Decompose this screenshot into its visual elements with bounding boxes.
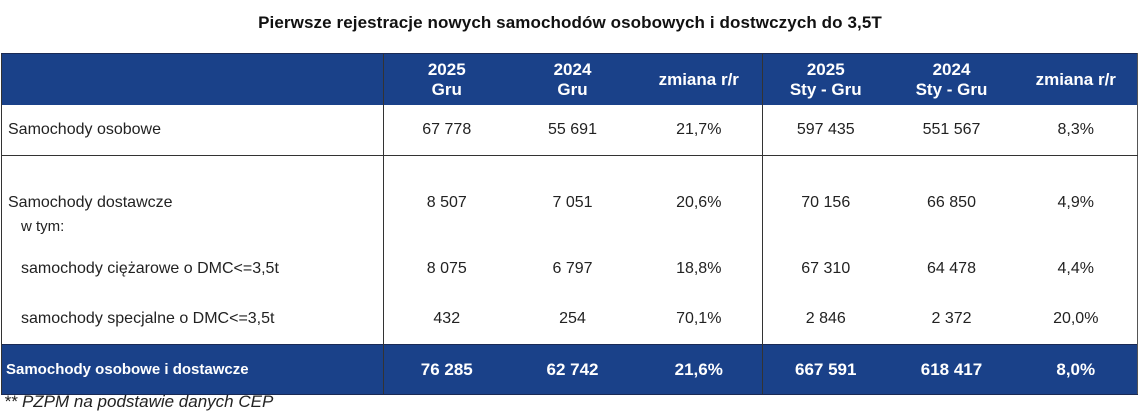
header-period: Gru	[431, 79, 462, 99]
header-col-2025-ytd: 2025 Sty - Gru	[762, 53, 889, 105]
header-col-2025-gru: 2025 Gru	[383, 53, 510, 105]
total-change-ytd: 8,0%	[1014, 344, 1138, 395]
cell-2024-ytd: 551 567	[888, 105, 1015, 156]
table-row-trucks: samochody ciężarowe o DMC<=3,5t 8 075 6 …	[1, 244, 1138, 294]
cell-2024-gru: 55 691	[509, 105, 636, 156]
header-row: 2025 Gru 2024 Gru zmiana r/r 2025 Sty - …	[1, 53, 1138, 105]
total-label: Samochody osobowe i dostawcze	[1, 344, 384, 395]
cell-2024-gru: 254	[509, 294, 636, 345]
cell-2025-gru: 8 507	[383, 155, 510, 218]
source-footnote: ** PZPM na podstawie danych CEP	[4, 392, 274, 411]
header-year: 2025	[806, 59, 845, 79]
header-col-2024-ytd: 2024 Sty - Gru	[888, 53, 1015, 105]
cell-2025-ytd: 2 846	[762, 294, 889, 345]
cell-2025-gru: 8 075	[383, 244, 510, 294]
table-title: Pierwsze rejestracje nowych samochodów o…	[258, 13, 882, 32]
cell-change-month: 20,6%	[635, 155, 763, 218]
cell-2024-gru: 7 051	[509, 155, 636, 218]
total-2024-gru: 62 742	[509, 344, 636, 395]
cell-2024-ytd: 2 372	[888, 294, 1015, 345]
row-label: Samochody osobowe	[1, 105, 384, 156]
row-label: w tym:	[1, 218, 384, 244]
cell-2024-ytd: 64 478	[888, 244, 1015, 294]
cell-2024-gru: 6 797	[509, 244, 636, 294]
registrations-table: 2025 Gru 2024 Gru zmiana r/r 2025 Sty - …	[1, 53, 1138, 395]
cell-2025-gru: 67 778	[383, 105, 510, 156]
cell-change-ytd: 4,4%	[1014, 244, 1138, 294]
header-col-2024-gru: 2024 Gru	[509, 53, 636, 105]
cell-change-ytd: 8,3%	[1014, 105, 1138, 156]
cell-2025-ytd: 67 310	[762, 244, 889, 294]
cell-2025-gru	[383, 218, 510, 244]
header-col-change-month: zmiana r/r	[635, 53, 763, 105]
cell-change-month	[635, 218, 763, 244]
cell-change-month: 18,8%	[635, 244, 763, 294]
header-period: Sty - Gru	[915, 79, 988, 99]
total-2025-ytd: 667 591	[762, 344, 889, 395]
table-row-including: w tym:	[1, 218, 1138, 244]
header-period: Gru	[557, 79, 588, 99]
cell-2025-ytd	[762, 218, 889, 244]
cell-2024-ytd	[888, 218, 1015, 244]
table-row-passenger-cars: Samochody osobowe 67 778 55 691 21,7% 59…	[1, 105, 1138, 156]
cell-2024-ytd: 66 850	[888, 155, 1015, 218]
header-year: 2024	[932, 59, 971, 79]
cell-2025-gru: 432	[383, 294, 510, 345]
total-change-month: 21,6%	[635, 344, 763, 395]
row-label: Samochody dostawcze	[1, 155, 384, 218]
total-2024-ytd: 618 417	[888, 344, 1015, 395]
cell-change-month: 21,7%	[635, 105, 763, 156]
total-2025-gru: 76 285	[383, 344, 510, 395]
table-row-vans: Samochody dostawcze 8 507 7 051 20,6% 70…	[1, 155, 1138, 218]
cell-change-ytd	[1014, 218, 1138, 244]
table-row-total: Samochody osobowe i dostawcze 76 285 62 …	[1, 344, 1138, 395]
header-period: Sty - Gru	[789, 79, 862, 99]
table-row-special: samochody specjalne o DMC<=3,5t 432 254 …	[1, 294, 1138, 345]
cell-2024-gru	[509, 218, 636, 244]
cell-change-ytd: 4,9%	[1014, 155, 1138, 218]
header-col-change-ytd: zmiana r/r	[1014, 53, 1138, 105]
cell-2025-ytd: 597 435	[762, 105, 889, 156]
cell-change-month: 70,1%	[635, 294, 763, 345]
header-change: zmiana r/r	[658, 69, 739, 89]
cell-2025-ytd: 70 156	[762, 155, 889, 218]
header-year: 2024	[553, 59, 592, 79]
row-label: samochody ciężarowe o DMC<=3,5t	[1, 244, 384, 294]
row-label: samochody specjalne o DMC<=3,5t	[1, 294, 384, 345]
header-label-cell	[1, 53, 384, 105]
header-year: 2025	[427, 59, 466, 79]
cell-change-ytd: 20,0%	[1014, 294, 1138, 345]
header-change: zmiana r/r	[1035, 69, 1116, 89]
